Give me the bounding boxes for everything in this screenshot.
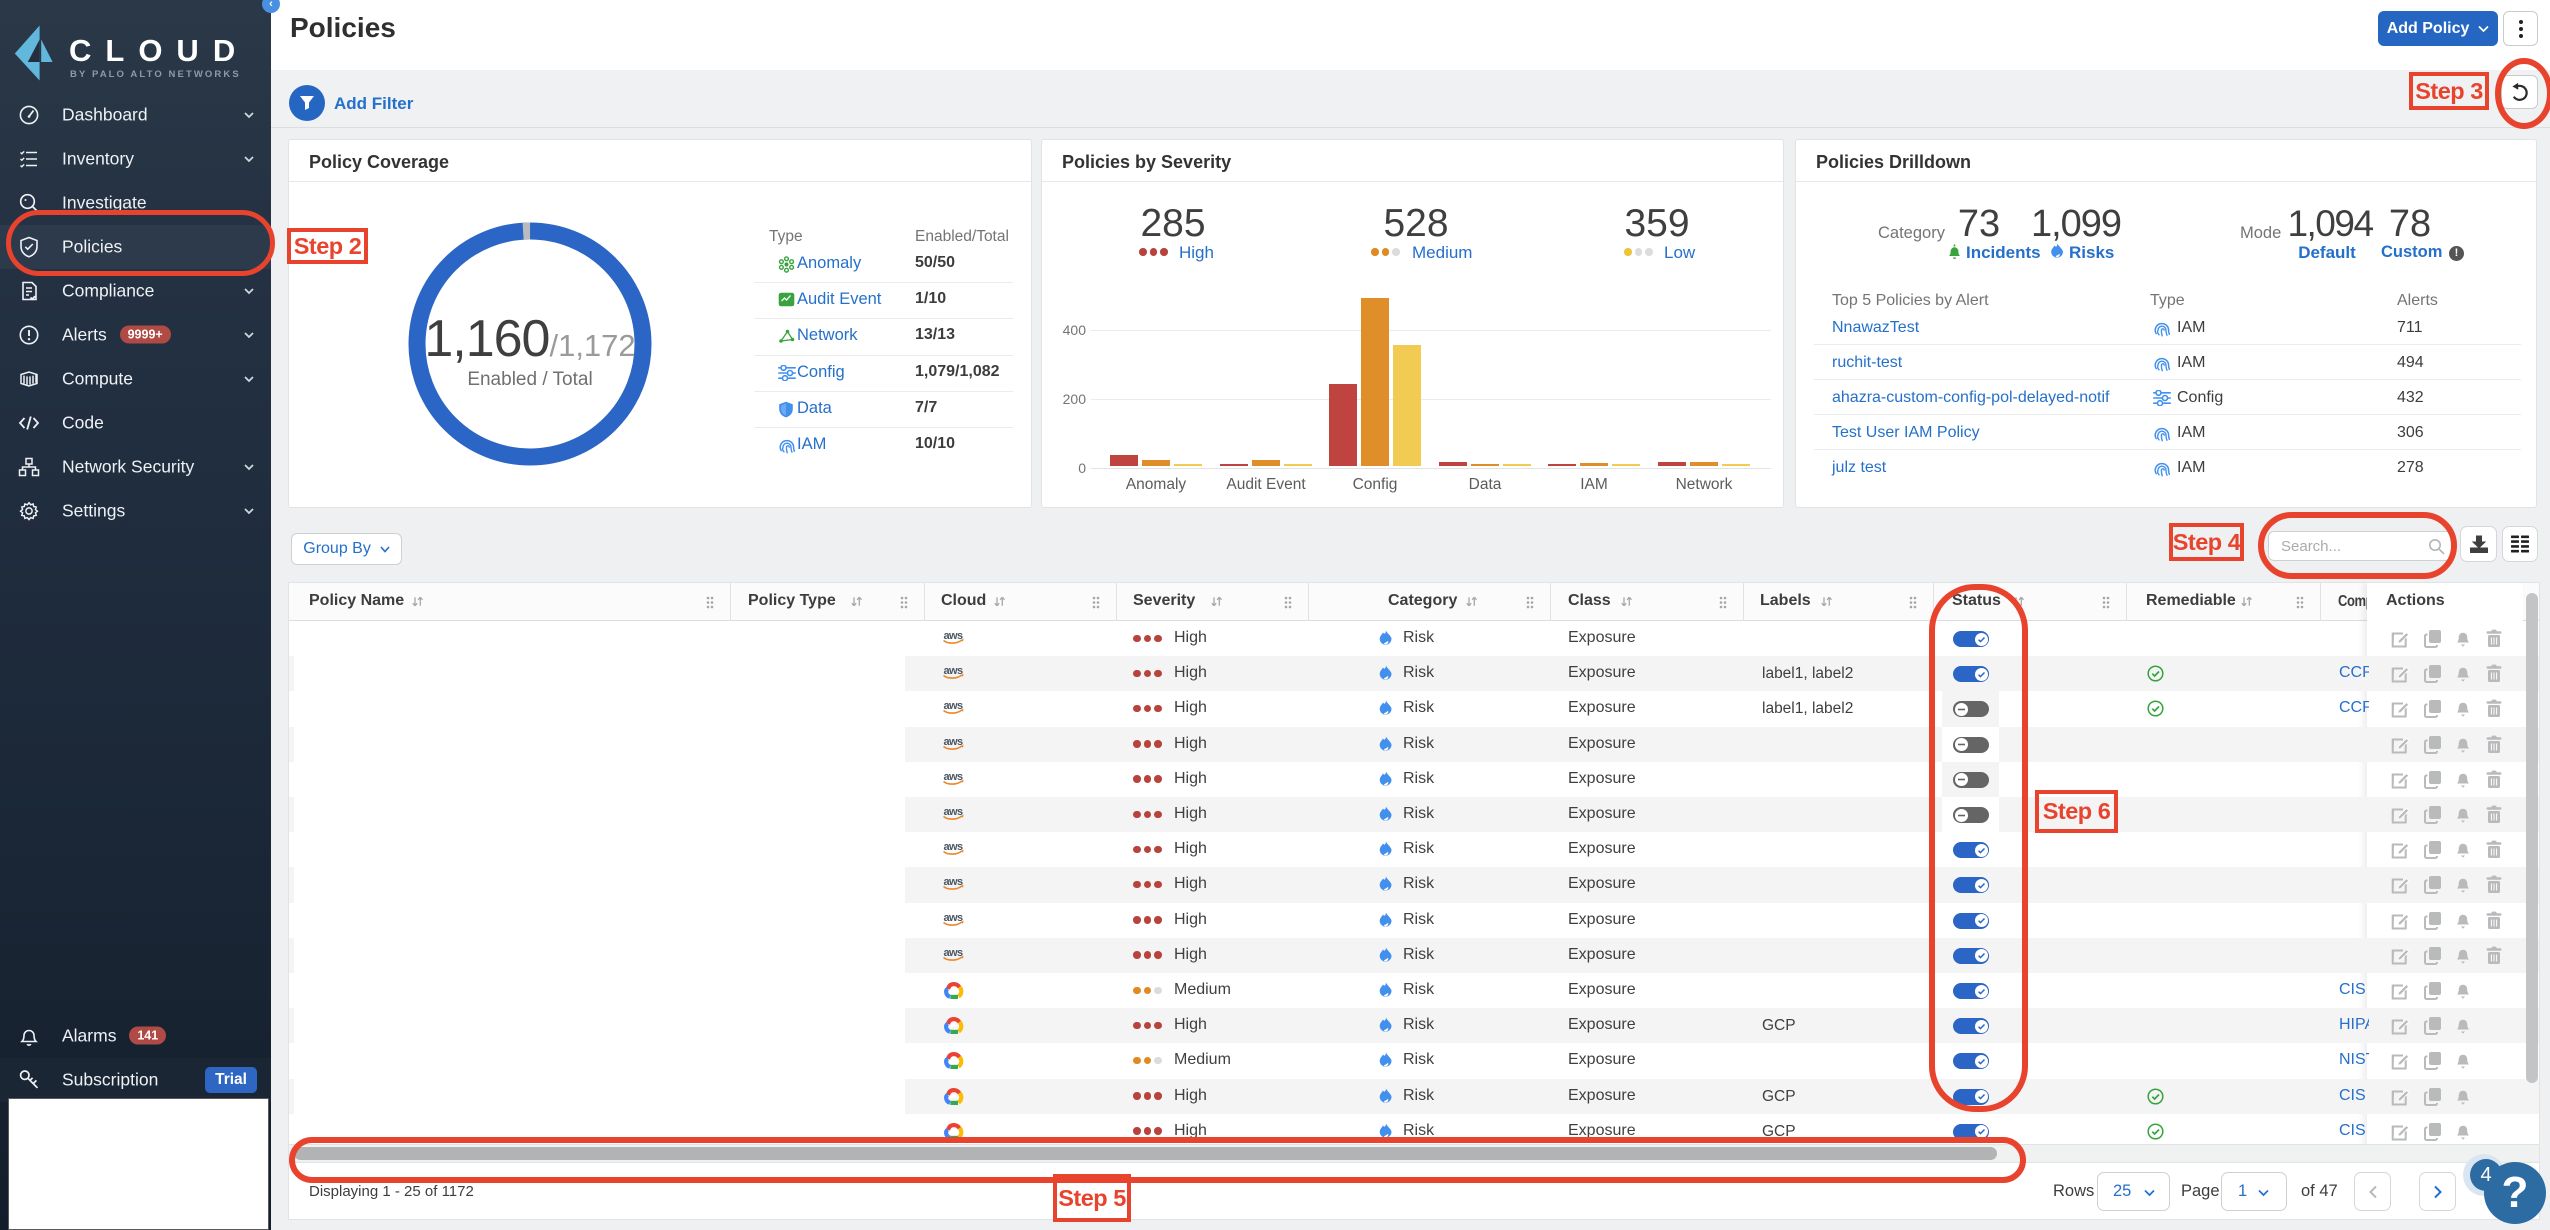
svg-text:aws: aws (944, 806, 963, 818)
svg-text:aws: aws (944, 700, 963, 712)
svg-text:aws: aws (944, 947, 963, 959)
svg-text:aws: aws (944, 876, 963, 888)
svg-text:aws: aws (944, 665, 963, 677)
svg-text:aws: aws (944, 912, 963, 924)
svg-text:aws: aws (944, 771, 963, 783)
svg-text:aws: aws (944, 736, 963, 748)
svg-text:aws: aws (944, 841, 963, 853)
svg-text:aws: aws (944, 630, 963, 642)
